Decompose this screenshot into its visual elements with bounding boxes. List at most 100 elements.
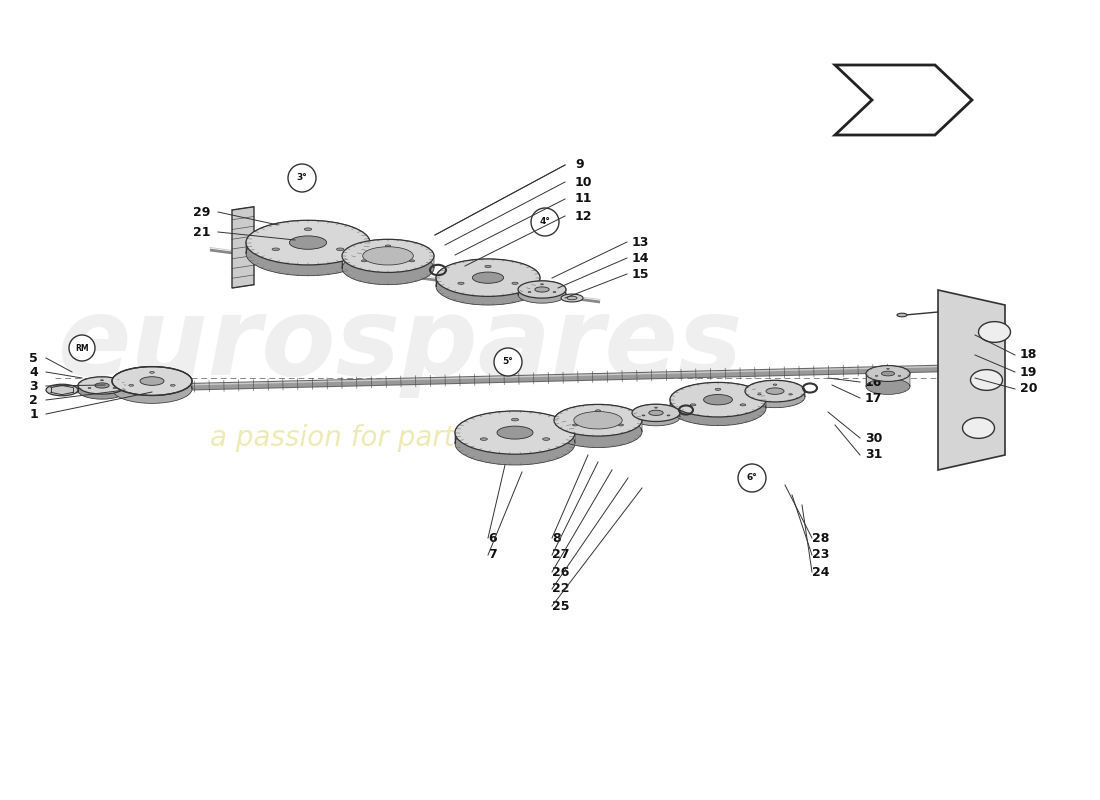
Ellipse shape: [436, 259, 540, 297]
Polygon shape: [112, 366, 192, 389]
Ellipse shape: [970, 370, 1002, 390]
Text: 28: 28: [812, 531, 829, 545]
Ellipse shape: [745, 380, 805, 402]
Text: 1: 1: [30, 407, 38, 421]
Ellipse shape: [887, 368, 889, 370]
Text: 18: 18: [1020, 349, 1037, 362]
Ellipse shape: [512, 418, 518, 421]
Polygon shape: [232, 206, 254, 288]
Polygon shape: [436, 259, 540, 286]
Text: 10: 10: [575, 175, 593, 189]
Text: 31: 31: [865, 449, 882, 462]
Ellipse shape: [374, 251, 401, 261]
Polygon shape: [632, 404, 680, 417]
Text: 29: 29: [192, 206, 210, 218]
Text: 27: 27: [552, 549, 570, 562]
Text: 20: 20: [1020, 382, 1037, 395]
Ellipse shape: [113, 387, 116, 389]
Text: 22: 22: [552, 582, 570, 595]
Ellipse shape: [632, 409, 680, 426]
Ellipse shape: [305, 228, 311, 230]
Ellipse shape: [649, 410, 663, 415]
Polygon shape: [554, 405, 642, 432]
Ellipse shape: [409, 260, 415, 262]
Ellipse shape: [962, 418, 994, 438]
Polygon shape: [342, 239, 435, 268]
Ellipse shape: [78, 377, 126, 394]
Ellipse shape: [485, 266, 491, 267]
Text: 21: 21: [192, 226, 210, 238]
Ellipse shape: [632, 404, 680, 422]
Ellipse shape: [455, 422, 575, 465]
Ellipse shape: [715, 388, 720, 390]
Circle shape: [494, 348, 522, 376]
Ellipse shape: [898, 375, 901, 376]
Ellipse shape: [896, 314, 907, 317]
Ellipse shape: [246, 220, 370, 265]
Text: 6: 6: [488, 531, 496, 545]
Ellipse shape: [535, 287, 549, 292]
Polygon shape: [518, 281, 567, 294]
Circle shape: [738, 464, 766, 492]
Text: a passion for parts since 1985: a passion for parts since 1985: [210, 424, 630, 452]
Circle shape: [531, 208, 559, 236]
Polygon shape: [78, 377, 126, 390]
Text: 5°: 5°: [503, 358, 514, 366]
Ellipse shape: [758, 394, 761, 395]
Circle shape: [69, 335, 95, 361]
Ellipse shape: [272, 248, 279, 250]
Ellipse shape: [618, 424, 624, 426]
Ellipse shape: [458, 282, 464, 285]
Ellipse shape: [472, 272, 504, 283]
Ellipse shape: [497, 426, 534, 439]
Ellipse shape: [337, 248, 344, 250]
Ellipse shape: [542, 438, 550, 440]
Ellipse shape: [789, 394, 792, 395]
Ellipse shape: [540, 284, 543, 285]
Text: 4: 4: [30, 366, 38, 378]
Ellipse shape: [95, 383, 109, 388]
Ellipse shape: [566, 296, 578, 300]
Ellipse shape: [554, 405, 642, 436]
Polygon shape: [745, 380, 805, 397]
Ellipse shape: [385, 245, 390, 247]
Polygon shape: [670, 382, 766, 408]
Ellipse shape: [170, 385, 175, 386]
Text: 16: 16: [865, 375, 882, 389]
Ellipse shape: [363, 246, 414, 265]
Ellipse shape: [112, 366, 192, 395]
Ellipse shape: [866, 378, 910, 394]
Ellipse shape: [554, 416, 642, 447]
Text: eurospares: eurospares: [57, 292, 742, 398]
Ellipse shape: [140, 377, 164, 386]
Ellipse shape: [572, 424, 578, 426]
Text: 30: 30: [865, 431, 882, 445]
Ellipse shape: [740, 404, 746, 406]
Ellipse shape: [246, 231, 370, 276]
Ellipse shape: [455, 411, 575, 454]
Ellipse shape: [704, 394, 733, 405]
Ellipse shape: [745, 386, 805, 408]
Text: 17: 17: [865, 391, 882, 405]
Ellipse shape: [574, 411, 623, 429]
Ellipse shape: [561, 294, 583, 302]
Text: 7: 7: [488, 549, 497, 562]
Ellipse shape: [78, 382, 126, 399]
Polygon shape: [938, 290, 1005, 470]
Text: 8: 8: [552, 531, 561, 545]
Ellipse shape: [436, 267, 540, 305]
Ellipse shape: [512, 282, 518, 285]
Ellipse shape: [528, 291, 531, 293]
Ellipse shape: [342, 251, 435, 285]
Ellipse shape: [112, 374, 192, 403]
Ellipse shape: [670, 382, 766, 417]
Text: 13: 13: [632, 235, 649, 249]
Text: 3: 3: [30, 379, 38, 393]
Text: RM: RM: [75, 343, 89, 353]
Text: 23: 23: [812, 549, 829, 562]
Ellipse shape: [342, 239, 435, 273]
Ellipse shape: [585, 415, 612, 425]
Ellipse shape: [654, 407, 658, 408]
Ellipse shape: [518, 281, 567, 298]
Ellipse shape: [876, 375, 878, 376]
